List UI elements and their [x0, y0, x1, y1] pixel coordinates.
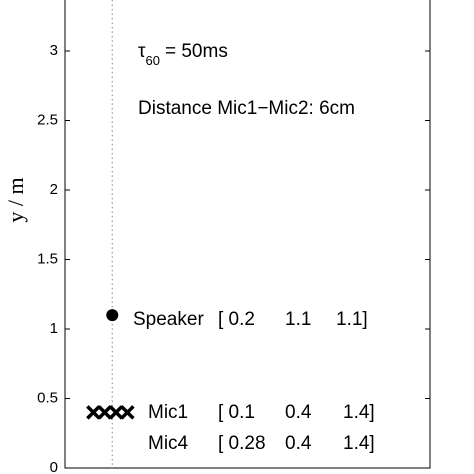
mic4-label: Mic4	[148, 433, 189, 454]
tau-annotation: τ60 = 50ms	[138, 41, 228, 68]
y-tick-label: 0	[50, 459, 58, 474]
y-tick-label: 1.5	[37, 250, 58, 267]
mic1-label: 1.4]	[343, 402, 375, 423]
mic-point	[120, 405, 135, 420]
mic-point	[108, 405, 124, 420]
y-tick-label: 2.5	[37, 111, 58, 128]
tau-symbol: τ	[138, 41, 146, 62]
tau-subscript: 60	[146, 53, 160, 68]
y-axis-label: y / m	[3, 177, 28, 222]
distance-annotation: Distance Mic1−Mic2: 6cm	[138, 98, 355, 119]
speaker-label: 1.1	[285, 309, 311, 330]
y-tick-label: 3	[50, 42, 58, 59]
mic4-label: [ 0.28	[218, 433, 266, 454]
y-tick-label: 2	[50, 181, 58, 198]
mic4-label: 0.4	[285, 433, 312, 454]
mic-point	[97, 405, 112, 420]
y-tick-label: 1	[50, 320, 58, 337]
speaker-point	[106, 309, 119, 322]
speaker-label: Speaker	[133, 309, 204, 330]
mic1-label: Mic1	[148, 402, 188, 423]
tau-text: = 50ms	[165, 41, 228, 62]
speaker-label: [ 0.2	[218, 309, 255, 330]
plot-frame	[64, 0, 431, 469]
y-tick-label: 0.5	[37, 389, 58, 406]
mic1-label: [ 0.1	[218, 402, 255, 423]
mic-point	[86, 405, 101, 420]
mic4-label: 1.4]	[343, 433, 375, 454]
speaker-label: 1.1]	[336, 309, 368, 330]
mic1-label: 0.4	[285, 402, 312, 423]
